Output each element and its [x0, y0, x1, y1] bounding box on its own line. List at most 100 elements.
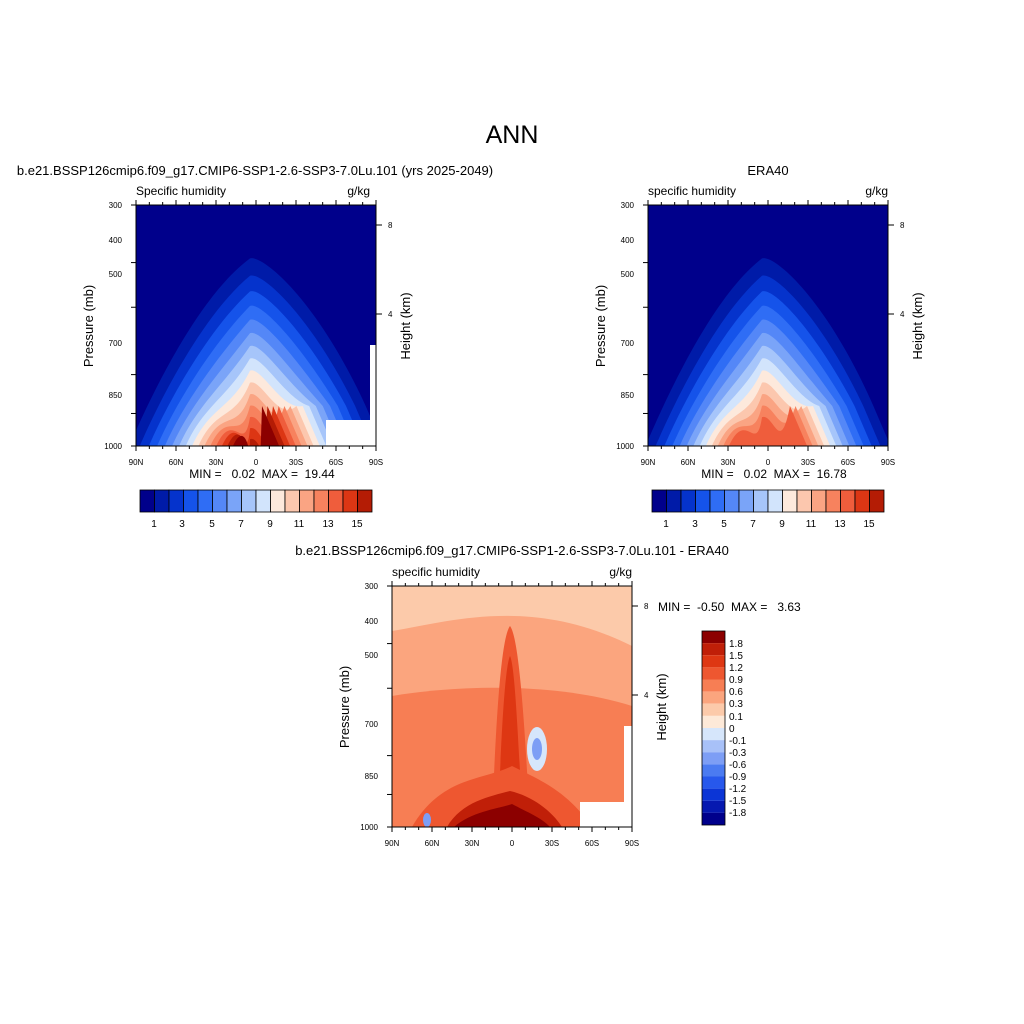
colorbar-box: [702, 764, 725, 777]
y-tick-label: 850: [365, 772, 379, 781]
panel-model-stats: MIN = 0.02 MAX = 19.44: [189, 467, 335, 481]
colorbar-label: 5: [209, 519, 215, 530]
y-tick-label: 850: [621, 391, 635, 400]
colorbar-box: [738, 489, 754, 513]
x-tick-label: 90S: [881, 458, 895, 467]
colorbar-label: 7: [238, 519, 244, 530]
panel-obs: ERA40 specific humidity g/kg 300 400 500…: [593, 163, 925, 530]
y-tick-label: 500: [621, 270, 635, 279]
y-tick-label: 300: [621, 201, 635, 210]
x-tick-label: 60N: [681, 458, 696, 467]
colorbar-box: [197, 489, 213, 513]
colorbar-label: 5: [721, 519, 727, 530]
y-tick-label: 400: [621, 236, 635, 245]
x-tick-label: 0: [254, 458, 259, 467]
panel-obs-y-axis-title: Pressure (mb): [593, 285, 608, 367]
y-tick-label: 400: [365, 617, 379, 626]
colorbar-label: 0.6: [729, 687, 743, 698]
colorbar-label: 1.5: [729, 651, 743, 662]
colorbar-box: [154, 489, 170, 513]
colorbar-box: [709, 489, 725, 513]
colorbar-label: -1.8: [729, 808, 747, 819]
y-tick-label: 400: [109, 236, 123, 245]
colorbar-box: [840, 489, 856, 513]
panel-difference-y-axis-title: Pressure (mb): [337, 666, 352, 748]
panel-obs-stats: MIN = 0.02 MAX = 16.78: [701, 467, 847, 481]
x-tick-label: 30S: [801, 458, 815, 467]
colorbar-box: [702, 679, 725, 692]
colorbar-label: 15: [863, 519, 875, 530]
colorbar-box: [753, 489, 769, 513]
figure-title: ANN: [486, 121, 539, 149]
height-tick-label: 8: [388, 221, 393, 230]
contour-band: [729, 406, 808, 446]
colorbar-box: [270, 489, 286, 513]
colorbar-label: -0.6: [729, 760, 747, 771]
contour-band: [423, 813, 431, 827]
y-tick-label: 1000: [104, 442, 122, 451]
x-tick-label: 0: [766, 458, 771, 467]
contour-band: [532, 738, 542, 760]
x-tick-label: 60N: [425, 839, 440, 848]
panel-difference-contour-fill: [392, 586, 632, 827]
colorbar-box: [702, 643, 725, 656]
colorbar-label: 7: [750, 519, 756, 530]
colorbar-label: -0.3: [729, 748, 747, 759]
panel-difference-stats: MIN = -0.50 MAX = 3.63: [658, 600, 801, 614]
x-tick-label: 90N: [641, 458, 656, 467]
colorbar-box: [651, 489, 667, 513]
colorbar-label: 9: [779, 519, 785, 530]
x-tick-label: 30S: [289, 458, 303, 467]
panel-model: b.e21.BSSP126cmip6.f09_g17.CMIP6-SSP1-2.…: [17, 163, 493, 530]
x-tick-label: 90S: [625, 839, 639, 848]
colorbar-label: 1.8: [729, 639, 743, 650]
panel-difference-title: b.e21.BSSP126cmip6.f09_g17.CMIP6-SSP1-2.…: [295, 543, 729, 558]
colorbar-box: [212, 489, 228, 513]
height-tick-label: 8: [900, 221, 905, 230]
x-tick-label: 30S: [545, 839, 559, 848]
colorbar-label: 13: [322, 519, 334, 530]
height-tick-label: 4: [388, 310, 393, 319]
panel-model-colorbar: [139, 489, 373, 513]
colorbar-label: 9: [267, 519, 273, 530]
panel-difference: b.e21.BSSP126cmip6.f09_g17.CMIP6-SSP1-2.…: [295, 543, 801, 848]
colorbar-box: [782, 489, 798, 513]
panel-obs-title: ERA40: [747, 163, 788, 178]
colorbar-label: 1.2: [729, 663, 743, 674]
colorbar-box: [702, 691, 725, 704]
colorbar-box: [702, 667, 725, 680]
panel-model-contour-fill: [136, 205, 376, 446]
y-tick-label: 1000: [616, 442, 634, 451]
y-tick-label: 850: [109, 391, 123, 400]
colorbar-label: 3: [692, 519, 698, 530]
missing-data-mask: [326, 420, 376, 446]
panel-difference-variable-label: specific humidity: [392, 565, 480, 579]
colorbar-label: 11: [806, 519, 817, 530]
x-tick-label: 90N: [385, 839, 400, 848]
colorbar-label: -0.1: [729, 736, 747, 747]
colorbar-label: 1: [151, 519, 157, 530]
colorbar-box: [702, 631, 725, 644]
colorbar-label: 3: [179, 519, 185, 530]
x-tick-label: 30N: [209, 458, 224, 467]
colorbar-box: [342, 489, 358, 513]
colorbar-box: [825, 489, 841, 513]
contour-band: [454, 804, 550, 827]
panel-model-variable-label: Specific humidity: [136, 184, 226, 198]
colorbar-box: [168, 489, 184, 513]
missing-data-mask: [370, 345, 376, 425]
colorbar-box: [357, 489, 373, 513]
colorbar-box: [284, 489, 300, 513]
colorbar-box: [702, 740, 725, 753]
colorbar-label: 0: [729, 724, 735, 735]
panel-model-title: b.e21.BSSP126cmip6.f09_g17.CMIP6-SSP1-2.…: [17, 163, 493, 178]
colorbar-box: [854, 489, 870, 513]
y-tick-label: 700: [621, 339, 635, 348]
panel-model-y-axis-title: Pressure (mb): [81, 285, 96, 367]
y-tick-label: 700: [109, 339, 123, 348]
x-tick-label: 60N: [169, 458, 184, 467]
panel-obs-units-label: g/kg: [865, 184, 888, 198]
colorbar-box: [702, 752, 725, 765]
colorbar-box: [299, 489, 315, 513]
panel-difference-ticks: [387, 581, 638, 832]
